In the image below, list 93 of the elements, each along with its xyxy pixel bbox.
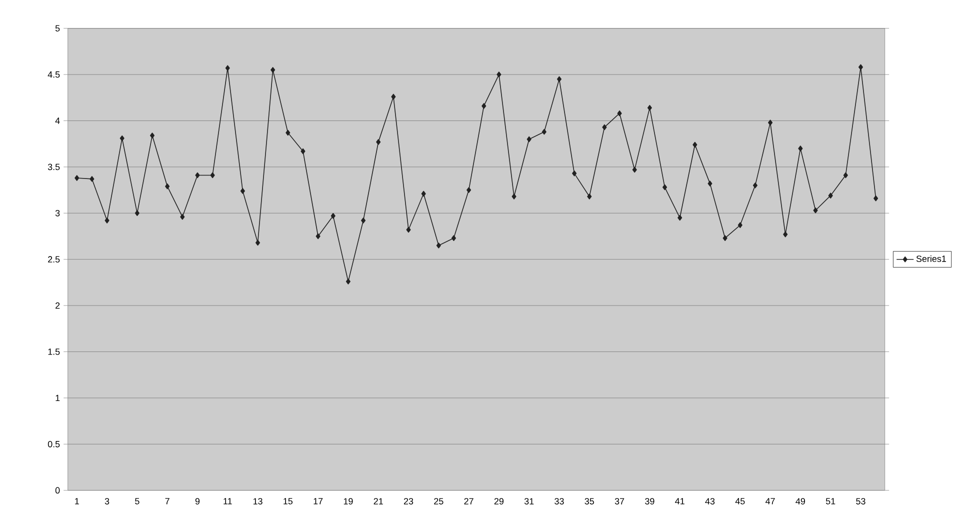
- point: [104, 218, 110, 224]
- x-tick-label: 15: [284, 498, 293, 504]
- point: [286, 130, 290, 136]
- x-tick-label: 7: [165, 498, 170, 504]
- x-tick-label: 1: [75, 498, 79, 504]
- y-tick-label: 0: [55, 487, 60, 494]
- y-tick-label: 4: [55, 118, 60, 124]
- y-tick-label: 2: [56, 302, 60, 309]
- point: [150, 132, 155, 138]
- point: [828, 192, 833, 198]
- x-tick-label: 53: [856, 498, 866, 504]
- point: [361, 218, 366, 224]
- point: [195, 172, 200, 178]
- point: [783, 232, 788, 238]
- point: [647, 104, 652, 111]
- x-tick-label: 43: [705, 498, 715, 504]
- point: [542, 128, 546, 135]
- point: [692, 142, 698, 148]
- x-tick-label: 25: [434, 498, 444, 504]
- point: [858, 64, 863, 70]
- point: [436, 242, 441, 248]
- point: [662, 184, 668, 190]
- point: [225, 65, 230, 71]
- legend-label: Series1: [916, 255, 946, 262]
- point: [512, 194, 516, 200]
- point: [180, 214, 185, 220]
- point: [587, 194, 592, 200]
- point: [526, 136, 532, 142]
- point: [874, 195, 878, 202]
- point: [406, 226, 411, 233]
- point: [165, 183, 170, 190]
- point: [572, 170, 577, 176]
- point: [813, 207, 818, 214]
- point: [556, 76, 562, 82]
- x-tick-label: 27: [464, 498, 474, 504]
- point: [90, 176, 94, 182]
- x-tick-label: 29: [494, 498, 504, 504]
- point: [617, 110, 622, 116]
- point: [270, 67, 276, 73]
- point: [300, 148, 306, 154]
- x-tick-label: 51: [826, 498, 836, 504]
- point: [482, 103, 486, 109]
- point: [451, 235, 456, 241]
- x-tick-label: 35: [584, 498, 594, 504]
- point: [391, 94, 396, 100]
- x-tick-label: 11: [224, 498, 232, 504]
- point: [376, 139, 381, 145]
- point: [798, 146, 803, 152]
- point: [330, 213, 336, 219]
- x-tick-label: 3: [104, 498, 110, 504]
- x-tick-label: 37: [614, 498, 624, 504]
- point: [752, 182, 758, 188]
- x-tick-label: 5: [135, 498, 140, 504]
- point: [738, 222, 742, 228]
- x-tick-label: 47: [766, 498, 775, 504]
- y-tick-label: 3.5: [48, 164, 60, 170]
- point: [722, 235, 728, 241]
- y-tick-label: 0.5: [48, 440, 60, 448]
- x-tick-label: 9: [195, 498, 200, 504]
- x-tick-label: 19: [344, 498, 353, 504]
- y-tick-label: 1.5: [48, 348, 60, 355]
- x-tick-label: 21: [374, 498, 383, 504]
- y-tick-label: 4.5: [48, 71, 60, 78]
- x-tick-label: 23: [404, 498, 414, 504]
- point: [708, 180, 712, 186]
- point: [678, 214, 682, 221]
- x-tick-label: 39: [645, 498, 654, 504]
- point: [496, 72, 502, 78]
- point: [210, 172, 215, 178]
- point: [843, 172, 848, 178]
- point: [466, 187, 472, 193]
- x-tick-label: 33: [554, 498, 564, 504]
- point: [421, 190, 426, 197]
- point: [256, 240, 260, 246]
- x-tick-label: 45: [735, 498, 745, 504]
- point: [768, 120, 773, 126]
- y-tick-label: 5: [55, 25, 60, 32]
- point: [602, 124, 607, 130]
- point: [240, 188, 245, 194]
- point: [74, 175, 80, 181]
- x-tick-label: 31: [524, 498, 534, 504]
- y-tick-label: 2.5: [48, 256, 60, 263]
- point: [134, 210, 140, 216]
- point: [632, 166, 637, 173]
- point: [120, 135, 124, 142]
- y-tick-label: 3: [55, 210, 60, 216]
- x-tick-label: 13: [253, 498, 262, 504]
- x-tick-label: 17: [314, 498, 323, 504]
- y-tick-label: 1: [56, 394, 60, 402]
- x-tick-label: 41: [675, 498, 684, 504]
- point: [316, 233, 320, 240]
- point: [346, 278, 350, 284]
- x-tick-label: 49: [796, 498, 805, 504]
